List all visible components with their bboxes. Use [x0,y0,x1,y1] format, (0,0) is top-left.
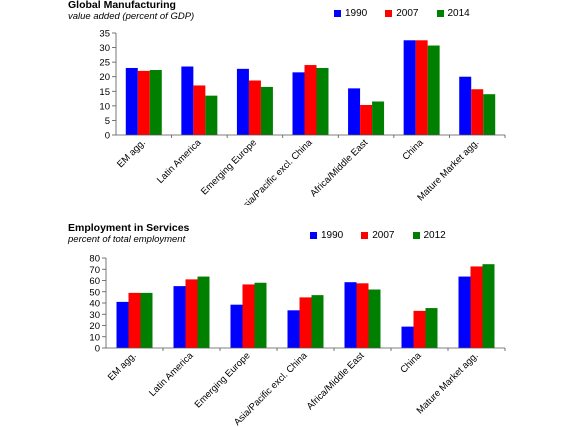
chart-legend: 1990 2007 2012 [310,230,446,241]
bar [137,70,150,135]
bar [173,286,186,348]
bar [482,264,495,348]
bar [415,40,428,135]
manufacturing-chart: Global Manufacturing value added (percen… [0,0,570,205]
y-tick-label: 10 [99,101,110,112]
legend-swatch [385,10,393,17]
legend-swatch [412,232,420,239]
bar [344,282,357,348]
y-tick-label: 0 [105,131,110,142]
x-tick-label: Latin America [155,137,204,186]
bar [287,310,300,348]
bar [403,40,416,135]
y-tick-label: 50 [89,287,100,298]
chart-title: Global Manufacturing [68,0,176,11]
y-tick-label: 70 [89,265,100,276]
legend-label: 2007 [372,230,395,241]
y-tick-label: 5 [105,116,110,127]
x-tick-label: Mature Market agg. [415,350,481,416]
bar [427,45,440,135]
y-tick-label: 30 [89,310,100,321]
y-tick-label: 10 [89,332,100,343]
bar [401,326,414,348]
chart-plot: 0 5 10 15 20 25 30 35 EM agg. Latin AmericaEmergi… [99,29,506,205]
y-tick-label: 0 [95,344,100,355]
bar [311,295,324,348]
x-tick-label: China [400,137,426,163]
chart-subtitle: value added (percent of GDP) [68,11,195,22]
bar [185,279,198,348]
bar [140,292,153,348]
legend-swatch [334,10,341,17]
bar [230,304,243,348]
x-tick-label: Emerging Europe [193,350,253,410]
legend-item: 1990 [310,230,343,241]
legend-item: 1990 [334,8,367,19]
legend-swatch [310,232,317,239]
bar [483,94,496,135]
bar [242,284,255,348]
x-tick-label: Africa/Middle East [308,137,370,199]
bar [471,89,484,135]
bar [125,67,138,135]
y-tick-label: 15 [99,87,110,98]
bar [254,282,267,348]
legend-swatch [361,232,369,239]
bar [193,85,206,135]
bar [205,95,218,135]
bar [149,70,162,135]
legend-label: 2012 [423,230,446,241]
y-tick-label: 60 [89,276,100,287]
legend-label: 1990 [321,230,344,241]
x-tick-label: Emerging Europe [199,137,259,197]
bar [368,289,381,348]
y-tick-label: 20 [89,321,100,332]
services-employment-chart: Employment in Services percent of total … [0,222,570,427]
x-tick-label: China [398,350,424,376]
chart-legend: 1990 2007 2014 [334,8,470,19]
bar [459,76,472,135]
bar [181,66,194,135]
legend-item: 2012 [412,230,446,241]
legend-item: 2007 [385,8,419,19]
bar [316,67,329,135]
bar [470,266,483,348]
legend-item: 2014 [436,8,470,19]
legend-label: 2014 [447,8,470,19]
bar [128,292,141,348]
x-tick-label: Latin America [147,350,196,399]
bar [425,308,438,348]
bar [413,310,426,348]
bar [458,276,471,348]
chart-subtitle: percent of total employment [68,234,186,245]
y-tick-label: 25 [99,58,110,69]
bar [197,276,210,348]
y-tick-label: 80 [89,254,100,265]
bar [292,72,305,135]
bar [248,80,261,135]
x-tick-label: EM agg. [115,137,148,170]
bar [304,65,317,135]
bar [348,88,361,135]
y-tick-label: 20 [99,72,110,83]
legend-label: 1990 [345,8,368,19]
bar [372,101,385,135]
bar [260,86,273,135]
chart-title: Employment in Services [68,222,190,234]
x-tick-label: Mature Market agg. [415,137,481,203]
bar [116,301,129,348]
y-tick-label: 40 [89,299,100,310]
legend-swatch [436,10,444,17]
bar [360,104,373,135]
legend-label: 2007 [396,8,419,19]
bar [299,297,312,348]
x-tick-label: Africa/Middle East [305,350,367,412]
y-tick-label: 30 [99,43,110,54]
bar [236,68,249,135]
y-tick-label: 35 [99,29,110,40]
legend-item: 2007 [361,230,395,241]
x-tick-label: EM agg. [106,350,139,383]
bar [356,283,369,348]
